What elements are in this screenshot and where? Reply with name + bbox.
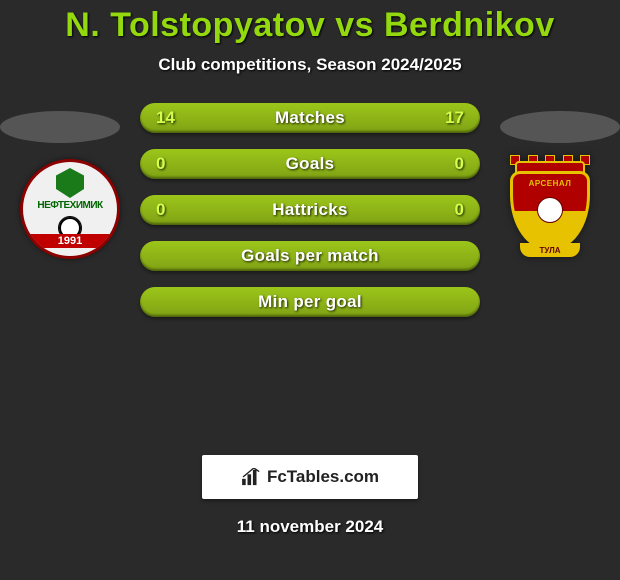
date-stamp: 11 november 2024 [0,517,620,537]
player-a-ellipse [0,111,120,143]
stat-label: Goals per match [241,246,379,266]
stat-value-right: 0 [455,200,464,220]
stat-label: Hattricks [272,200,347,220]
stat-pill: Matches 14 17 [140,103,480,133]
crest-b-label: АРСЕНАЛ [500,179,600,188]
subtitle: Club competitions, Season 2024/2025 [0,55,620,75]
stat-value-right: 0 [455,154,464,174]
bar-chart-icon [241,468,263,486]
crest-neftekhimik: НЕФТЕХИМИК 1991 [20,159,120,259]
attribution-text: FcTables.com [267,467,379,487]
stat-pill-list: Matches 14 17 Goals 0 0 Hattricks 0 0 Goals per m… [140,103,480,333]
crest-arsenal-tula: АРСЕНАЛ ТУЛА [500,159,600,259]
stat-value-right: 17 [445,108,464,128]
crest-a-year: 1991 [23,234,117,248]
player-b-ellipse [500,111,620,143]
stat-label: Goals [286,154,335,174]
stat-pill: Hattricks 0 0 [140,195,480,225]
content-area: НЕФТЕХИМИК 1991 АРСЕНАЛ ТУЛА Matches 14 17… [0,103,620,443]
stat-value-left: 0 [156,154,165,174]
stat-value-left: 14 [156,108,175,128]
stat-pill: Goals per match [140,241,480,271]
attribution-box: FcTables.com [202,455,418,499]
stat-label: Min per goal [258,292,362,312]
comparison-card: N. Tolstopyatov vs Berdnikov Club compet… [0,0,620,580]
player-a-crest: НЕФТЕХИМИК 1991 [20,159,120,259]
player-b-crest: АРСЕНАЛ ТУЛА [500,159,600,259]
stat-pill: Goals 0 0 [140,149,480,179]
crest-b-ribbon: ТУЛА [520,243,580,257]
stat-value-left: 0 [156,200,165,220]
soccer-ball-icon [537,197,563,223]
crest-a-text: НЕФТЕХИМИК [23,200,117,211]
page-title: N. Tolstopyatov vs Berdnikov [0,0,620,45]
stat-pill: Min per goal [140,287,480,317]
stat-label: Matches [275,108,345,128]
